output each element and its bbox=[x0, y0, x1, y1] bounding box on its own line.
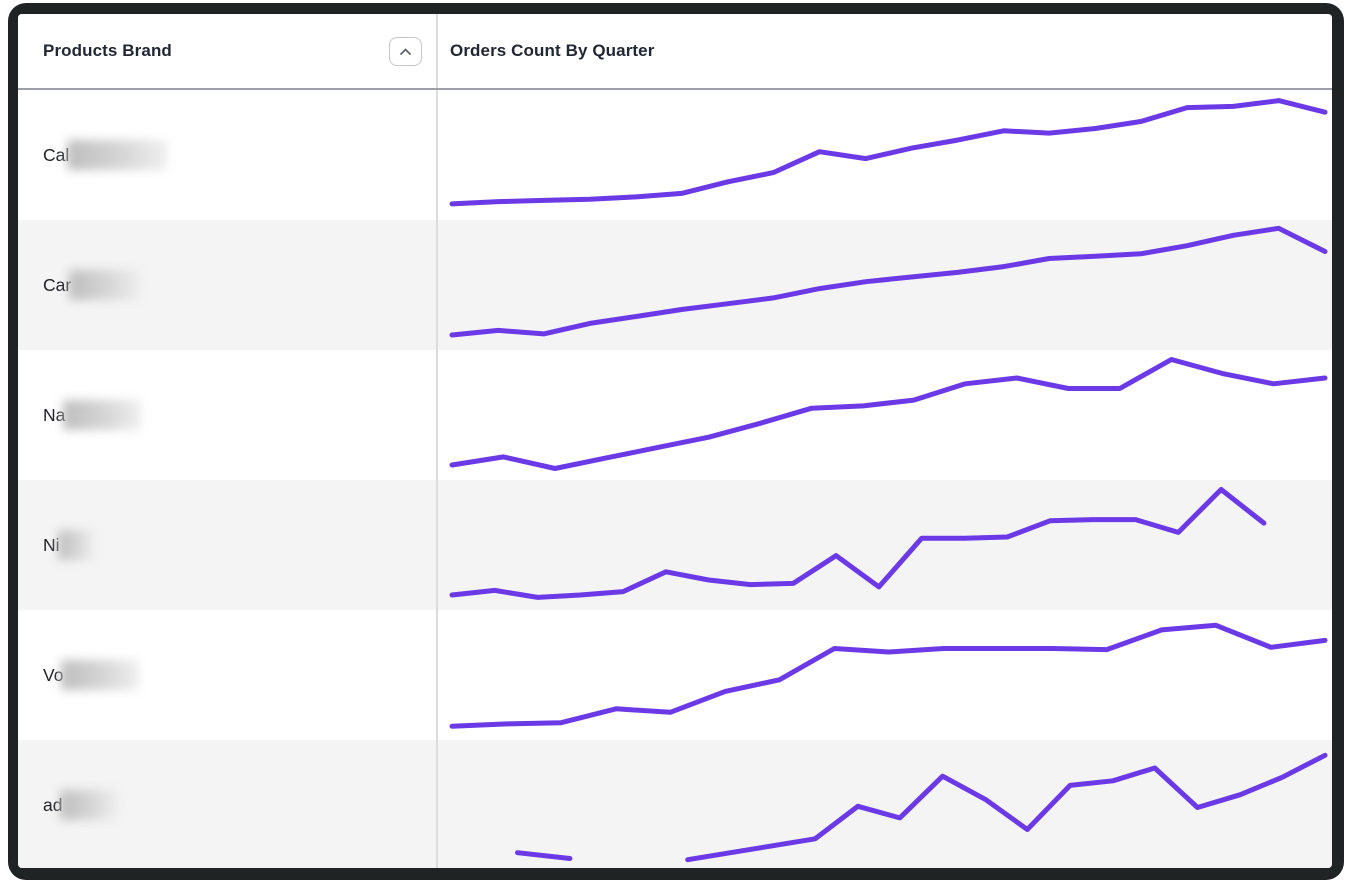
brand-label: Car bbox=[43, 274, 72, 295]
redacted-brand-blur bbox=[60, 790, 119, 820]
table-row: Car bbox=[18, 220, 1332, 350]
brand-cell: Na bbox=[18, 350, 438, 480]
orders-sparkline bbox=[449, 357, 1328, 471]
redacted-brand-blur bbox=[61, 660, 140, 690]
orders-count-header-label: Orders Count By Quarter bbox=[450, 41, 655, 60]
sparkline-cell bbox=[438, 220, 1332, 350]
orders-sparkline bbox=[449, 622, 1328, 729]
window-frame: Products Brand Orders Count By Quarter C… bbox=[8, 3, 1344, 880]
table-panel: Products Brand Orders Count By Quarter C… bbox=[18, 14, 1332, 868]
redacted-brand-blur bbox=[63, 400, 142, 430]
sparkline-cell bbox=[438, 480, 1332, 610]
brand-cell: ad bbox=[18, 740, 438, 868]
brand-label: Cal bbox=[43, 144, 70, 165]
chevron-up-icon bbox=[396, 42, 415, 61]
brand-cell: Ni bbox=[18, 480, 438, 610]
table-row: Na bbox=[18, 350, 1332, 480]
brand-label: ad bbox=[43, 794, 63, 815]
redacted-brand-blur bbox=[57, 530, 94, 560]
sort-button[interactable] bbox=[389, 36, 422, 66]
column-header-orders-count[interactable]: Orders Count By Quarter bbox=[438, 14, 1332, 88]
table-row: ad bbox=[18, 740, 1332, 868]
table-row: Vo bbox=[18, 610, 1332, 740]
brand-label: Na bbox=[43, 404, 66, 425]
sparkline-cell bbox=[438, 610, 1332, 740]
products-brand-header-label: Products Brand bbox=[43, 41, 172, 60]
table-header: Products Brand Orders Count By Quarter bbox=[18, 14, 1332, 90]
orders-sparkline bbox=[449, 225, 1328, 338]
orders-sparkline bbox=[515, 752, 1328, 863]
sparkline-cell bbox=[438, 740, 1332, 868]
column-header-products-brand[interactable]: Products Brand bbox=[18, 14, 438, 88]
table-row: Cal bbox=[18, 90, 1332, 220]
redacted-brand-blur bbox=[67, 140, 168, 170]
brand-label: Ni bbox=[43, 534, 60, 555]
brand-label: Vo bbox=[43, 664, 64, 685]
brand-cell: Cal bbox=[18, 90, 438, 220]
redacted-brand-blur bbox=[69, 270, 142, 300]
sparkline-cell bbox=[438, 90, 1332, 220]
orders-sparkline bbox=[449, 487, 1267, 600]
brand-cell: Vo bbox=[18, 610, 438, 740]
table-row: Ni bbox=[18, 480, 1332, 610]
orders-sparkline bbox=[449, 98, 1328, 207]
table-body: Cal Car Na bbox=[18, 90, 1332, 868]
brand-cell: Car bbox=[18, 220, 438, 350]
sparkline-cell bbox=[438, 350, 1332, 480]
